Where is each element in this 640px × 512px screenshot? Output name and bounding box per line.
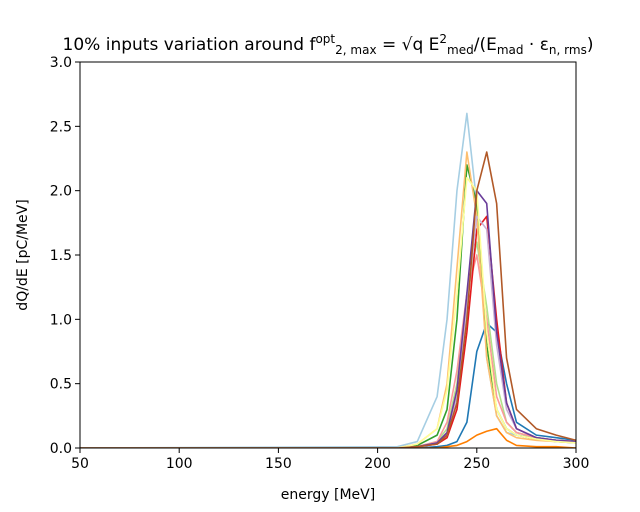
- series-line: [80, 322, 576, 448]
- x-tick-label: 50: [71, 456, 89, 472]
- y-tick-label: 1.5: [50, 248, 72, 264]
- x-tick-label: 150: [265, 456, 292, 472]
- x-tick-label: 100: [166, 456, 193, 472]
- y-tick-label: 0.5: [50, 377, 72, 393]
- title-part: ): [587, 35, 594, 55]
- title-part: f: [309, 35, 316, 55]
- title-part: n, rms: [549, 43, 587, 57]
- title-part: 2: [439, 32, 447, 46]
- chart-title: 10% inputs variation around fopt2, max =…: [63, 32, 594, 57]
- series-line: [80, 427, 576, 448]
- series-line: [80, 215, 576, 448]
- series-line: [80, 151, 576, 448]
- y-tick-label: 3.0: [50, 55, 72, 71]
- title-part: 2, max: [335, 43, 376, 57]
- x-tick-label: 250: [463, 456, 490, 472]
- title-part: 10% inputs variation around: [63, 35, 310, 55]
- y-axis-label: dQ/dE [pC/MeV]: [15, 199, 31, 310]
- title-part: = √q E: [377, 35, 440, 55]
- title-part: · ε: [524, 35, 549, 55]
- title-part: med: [447, 43, 474, 57]
- plot-frame: [79, 61, 577, 449]
- y-tick-label: 2.5: [50, 119, 72, 135]
- y-tick-label: 1.0: [50, 312, 72, 328]
- title-part: opt: [315, 32, 335, 46]
- plot-lines: [80, 112, 576, 448]
- x-axis-label: energy [MeV]: [281, 487, 375, 503]
- series-line: [80, 215, 576, 448]
- title-part: mad: [497, 43, 524, 57]
- x-tick-label: 300: [563, 456, 590, 472]
- y-tick-label: 0.0: [50, 441, 72, 457]
- y-tick-label: 2.0: [50, 184, 72, 200]
- title-part: /(E: [474, 35, 497, 55]
- x-tick-label: 200: [364, 456, 391, 472]
